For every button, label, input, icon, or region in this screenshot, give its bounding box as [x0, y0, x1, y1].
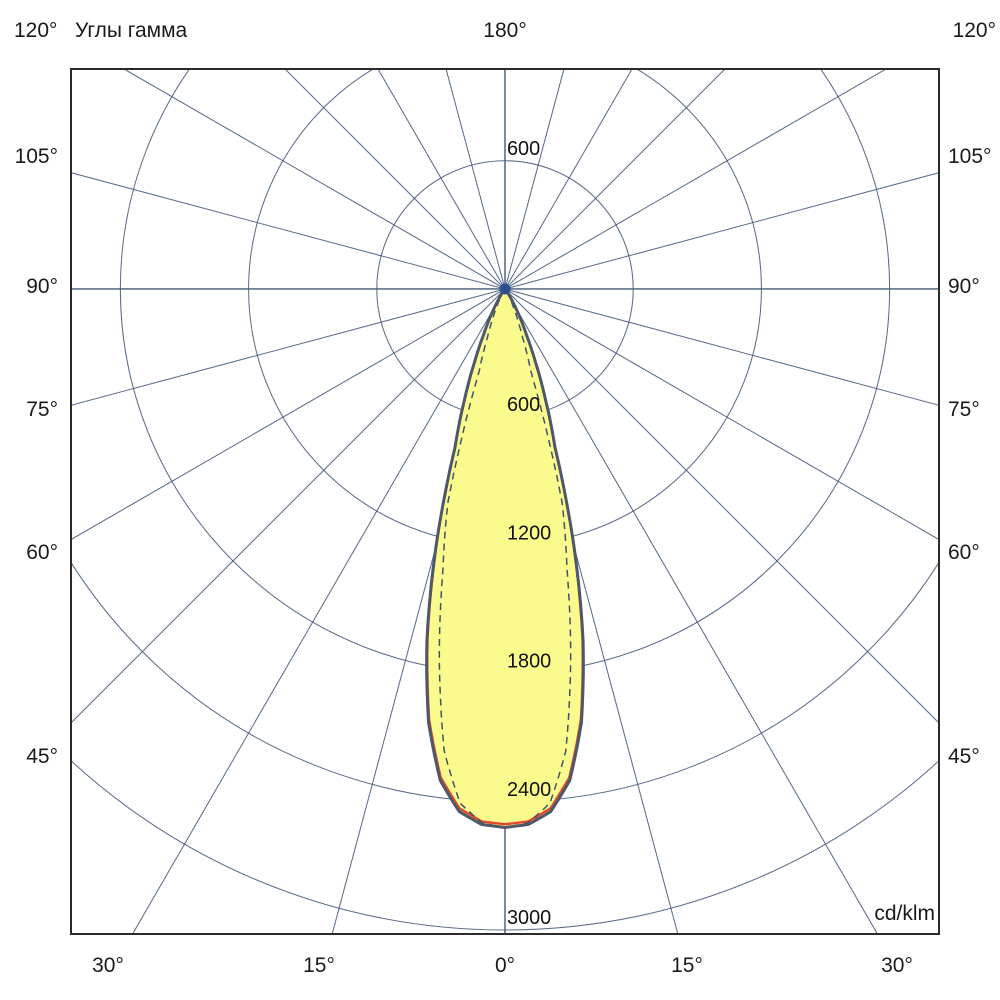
radial-tick-label: 600 — [507, 394, 540, 416]
gamma-label-bottom-15R: 15° — [671, 954, 703, 977]
gamma-label-right-90: 90° — [948, 275, 980, 298]
polar-plot-area: 600 600 1200 1800 2400 3000 — [70, 68, 940, 935]
grid-ray — [124, 70, 506, 290]
gamma-label-left-60: 60° — [26, 541, 58, 564]
gamma-label-left-45: 45° — [26, 745, 58, 768]
chart-title: Углы гамма — [75, 19, 188, 42]
radial-tick-label: 1200 — [507, 522, 551, 544]
grid-ray — [504, 70, 633, 290]
radial-tick-label: 600 — [507, 138, 540, 160]
radial-tick-label: 2400 — [507, 779, 551, 801]
polar-chart: 600 600 1200 1800 2400 3000 — [72, 70, 938, 933]
beam-outline — [425, 287, 585, 829]
grid-ray — [72, 172, 506, 290]
grid-ray — [504, 288, 938, 723]
radial-tick-label: 3000 — [507, 907, 551, 929]
grid-ray — [504, 172, 938, 290]
gamma-label-bottom-0: 0° — [494, 954, 516, 977]
grid-ray — [72, 288, 506, 540]
gamma-label-left-105: 105° — [14, 145, 58, 168]
gamma-label-bottom-15L: 15° — [303, 954, 335, 977]
gamma-label-right-60: 60° — [948, 541, 980, 564]
grid-ray — [504, 70, 886, 290]
radial-tick-label: 1800 — [507, 651, 551, 673]
grid-ray — [504, 288, 938, 540]
grid-circle — [72, 760, 938, 931]
grid-ray — [377, 70, 506, 290]
grid-ray — [285, 70, 506, 290]
gamma-label-top-center: 180° — [483, 19, 527, 42]
grid-ray — [72, 288, 506, 723]
gamma-label-left-90: 90° — [26, 275, 58, 298]
grid-ray — [504, 288, 938, 406]
gamma-label-top-left: 120° — [14, 19, 58, 42]
grid-ray — [132, 288, 506, 933]
gamma-label-bottom-30R: 30° — [881, 954, 913, 977]
unit-label: cd/klm — [874, 902, 935, 925]
grid-ray — [504, 70, 725, 290]
gamma-label-bottom-30L: 30° — [92, 954, 124, 977]
grid-ray — [72, 288, 506, 406]
gamma-label-left-75: 75° — [26, 398, 58, 421]
gamma-label-right-105: 105° — [948, 145, 992, 168]
gamma-label-right-75: 75° — [948, 398, 980, 421]
grid-ray — [504, 288, 878, 933]
grid-ray — [504, 70, 565, 290]
gamma-label-top-right: 120° — [952, 19, 996, 42]
gamma-label-right-45: 45° — [948, 745, 980, 768]
center-dot — [499, 283, 511, 295]
beam-fill — [426, 288, 584, 828]
grid-ray — [445, 70, 506, 290]
